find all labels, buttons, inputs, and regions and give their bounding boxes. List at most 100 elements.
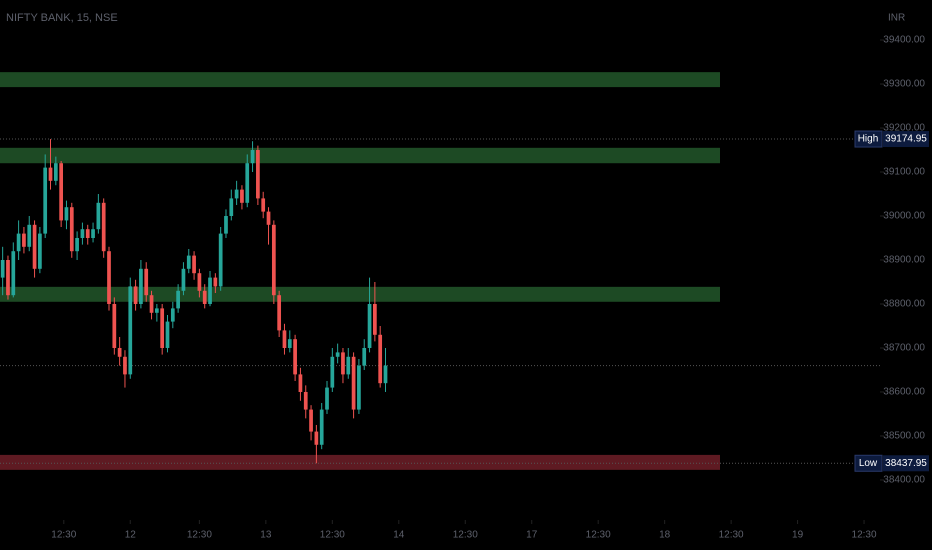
candle-body xyxy=(165,321,170,348)
candle-body xyxy=(144,268,149,296)
candle-body xyxy=(277,295,282,331)
candle-body xyxy=(240,189,244,203)
x-tick-label: 12:30 xyxy=(586,530,611,541)
candle-body xyxy=(181,268,186,291)
candle-body xyxy=(170,308,175,322)
candle-body xyxy=(149,295,154,313)
x-tick-label: 12:30 xyxy=(320,530,345,541)
candle-body xyxy=(335,352,340,357)
candle-body xyxy=(261,198,266,212)
candle-body xyxy=(271,224,276,296)
candle-body xyxy=(234,189,239,199)
candle-body xyxy=(101,202,106,252)
price-level-tag xyxy=(854,454,883,472)
y-tick-label: 38400.00 xyxy=(883,475,925,486)
candle-body xyxy=(383,365,388,384)
candle-body xyxy=(91,229,95,239)
candle-body xyxy=(22,233,26,247)
price-level-tag xyxy=(854,130,883,148)
candle-body xyxy=(32,224,37,269)
candle-body xyxy=(245,163,250,203)
candle-body xyxy=(176,290,180,309)
x-tick-label: 12:30 xyxy=(719,530,744,541)
candle-body xyxy=(186,255,191,269)
price-level-name: High xyxy=(858,134,879,145)
candle-body xyxy=(53,163,58,181)
candle-body xyxy=(16,233,21,252)
candle-body xyxy=(287,339,292,348)
candle-body xyxy=(357,365,361,410)
y-tick-label: 39300.00 xyxy=(883,79,925,90)
candle-body xyxy=(192,255,196,274)
price-level-value: 39174.95 xyxy=(885,134,927,145)
candle-body xyxy=(48,167,53,181)
y-tick-label: 39100.00 xyxy=(883,167,925,178)
candle-body xyxy=(117,347,122,357)
candle-body xyxy=(373,303,377,335)
candle-body xyxy=(112,303,117,348)
candle-body xyxy=(293,339,297,375)
currency-label: INR xyxy=(888,13,905,24)
candle-body xyxy=(256,150,260,199)
candle-body xyxy=(85,229,90,239)
candle-body xyxy=(6,260,10,296)
chart-title: NIFTY BANK, 15, NSE xyxy=(6,12,118,24)
candle-body xyxy=(250,150,255,164)
candle-body xyxy=(213,277,218,287)
price-level-value: 38437.95 xyxy=(885,458,927,469)
zone xyxy=(0,286,720,302)
candle-body xyxy=(96,202,101,230)
y-tick-label: 38500.00 xyxy=(883,431,925,442)
candle-body xyxy=(43,167,48,234)
candle-body xyxy=(208,277,212,304)
zone xyxy=(0,72,720,88)
candle-body xyxy=(303,391,308,410)
candle-body xyxy=(75,238,79,252)
candle-body xyxy=(325,387,329,410)
x-tick-label: 19 xyxy=(792,530,804,541)
candle-body xyxy=(69,207,74,252)
x-tick-label: 13 xyxy=(260,530,272,541)
x-tick-label: 12:30 xyxy=(852,530,877,541)
candle-body xyxy=(378,334,383,384)
candle-body xyxy=(319,409,324,445)
y-tick-label: 39200.00 xyxy=(883,123,925,134)
x-tick-label: 12 xyxy=(125,530,137,541)
x-tick-label: 18 xyxy=(659,530,671,541)
candle-body xyxy=(154,308,159,313)
candle-body xyxy=(107,251,111,304)
candle-body xyxy=(224,216,228,234)
candle-body xyxy=(202,290,207,304)
candle-body xyxy=(330,356,335,388)
zone xyxy=(0,147,720,164)
candle-body xyxy=(197,273,202,291)
y-tick-label: 38700.00 xyxy=(883,343,925,354)
candle-body xyxy=(341,352,345,375)
candle-body xyxy=(80,229,85,239)
candle-body xyxy=(0,260,5,278)
y-tick-label: 38900.00 xyxy=(883,255,925,266)
candle-body xyxy=(27,224,32,247)
candle-body xyxy=(64,207,69,221)
y-tick-label: 39400.00 xyxy=(883,35,925,46)
candle-body xyxy=(133,286,138,304)
y-tick-label: 39000.00 xyxy=(883,211,925,222)
candle-body xyxy=(298,374,303,392)
x-tick-label: 17 xyxy=(526,530,538,541)
zone xyxy=(0,454,720,470)
candle-body xyxy=(38,233,42,269)
x-tick-label: 14 xyxy=(393,530,405,541)
candle-body xyxy=(266,211,271,225)
candle-body xyxy=(367,303,372,348)
price-level-box xyxy=(883,131,929,148)
candle-body xyxy=(128,286,133,375)
candle-body xyxy=(282,330,287,348)
x-tick-label: 12:30 xyxy=(187,530,212,541)
y-tick-label: 38600.00 xyxy=(883,387,925,398)
candle-body xyxy=(218,233,223,287)
candle-body xyxy=(362,347,367,366)
candle-body xyxy=(123,356,127,375)
y-tick-label: 38800.00 xyxy=(883,299,925,310)
x-tick-label: 12:30 xyxy=(51,530,76,541)
